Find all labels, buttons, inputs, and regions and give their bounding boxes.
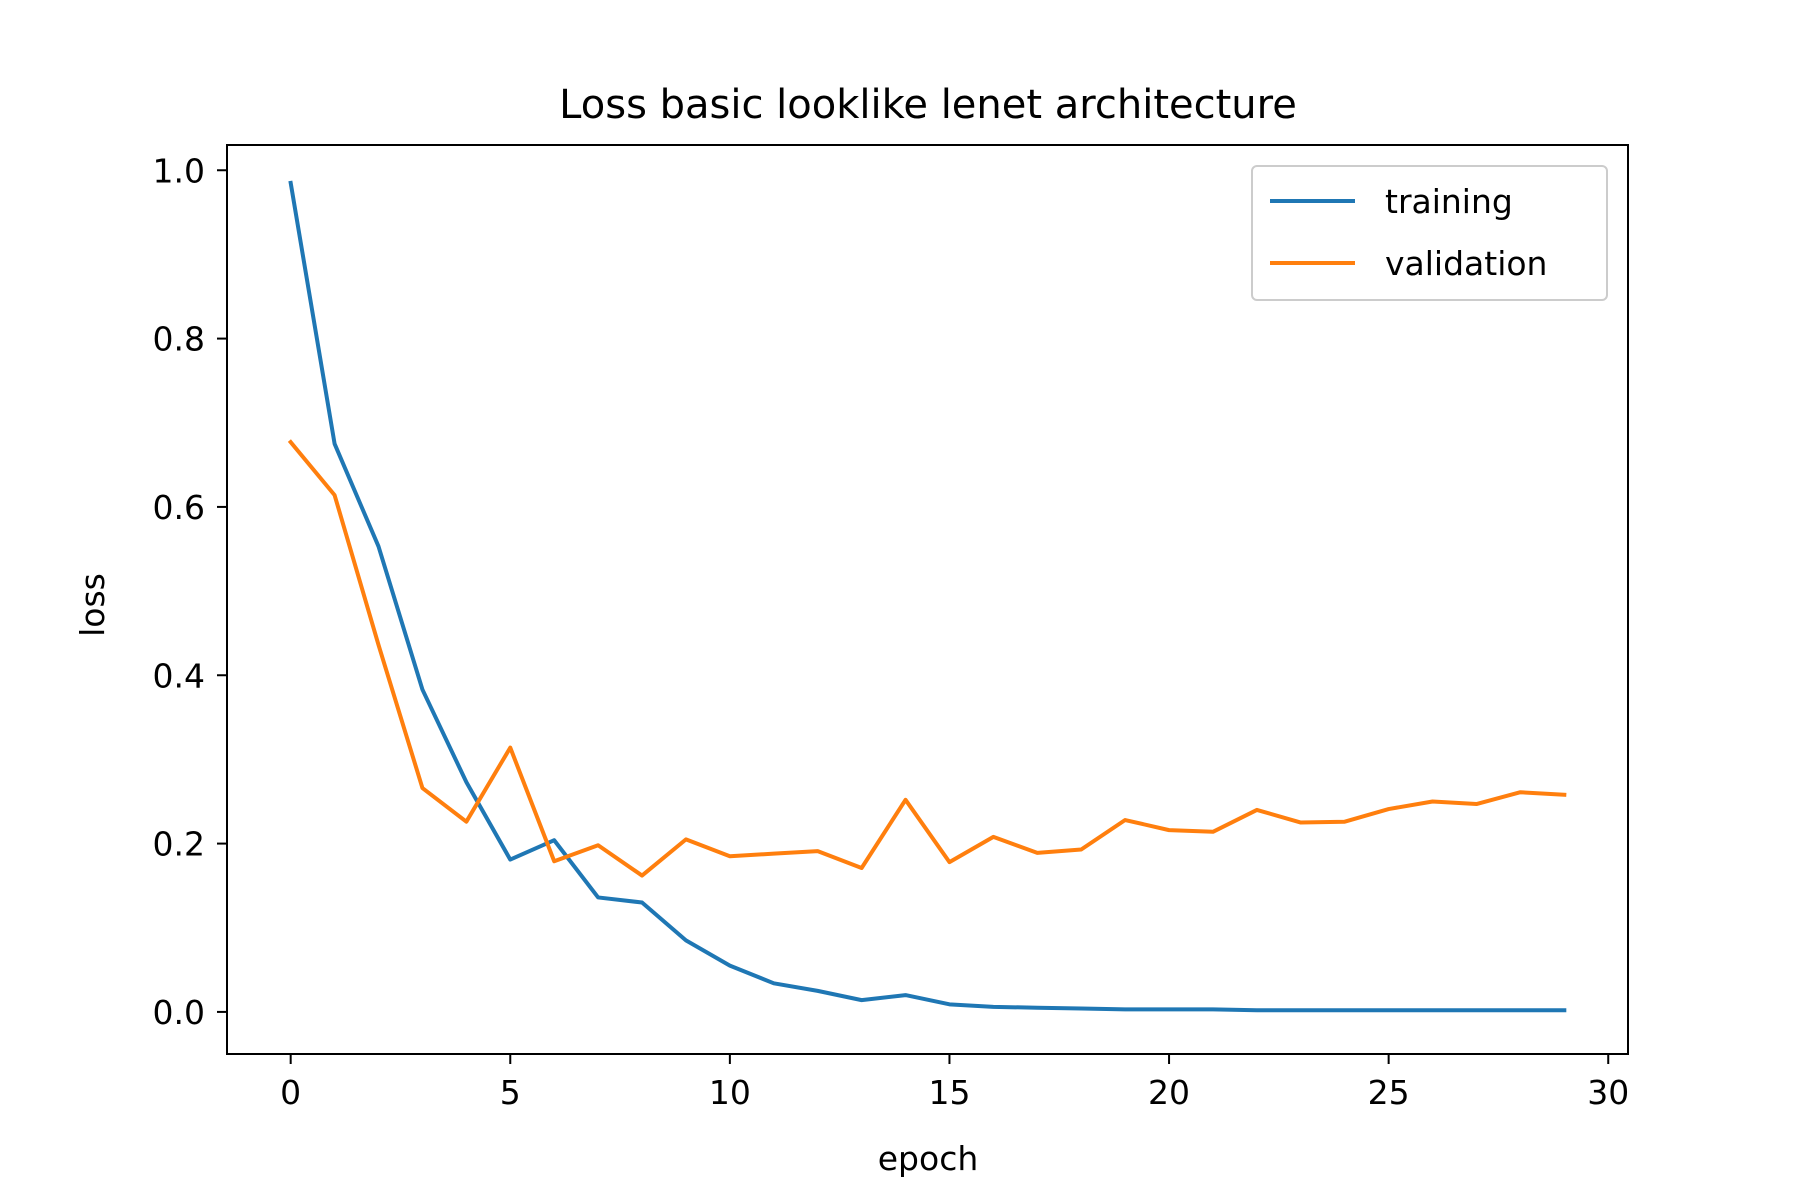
x-tick-label: 30 [1587,1073,1629,1112]
y-tick-label: 0.4 [153,656,205,695]
legend-label-validation: validation [1385,244,1547,283]
legend: training validation [1251,165,1608,301]
chart-title: Loss basic looklike lenet architecture [559,82,1297,128]
x-tick-label: 20 [1148,1073,1190,1112]
axes-frame [226,144,1629,1055]
y-tick-label: 1.0 [153,151,205,190]
series-line-training [288,180,1567,1013]
legend-label-training: training [1385,182,1513,221]
x-tick-label: 10 [709,1073,751,1112]
series-line-validation [287,439,1567,878]
plot-area: 0 5 10 15 20 25 30 0.0 0.2 0.4 0.6 0.8 1.0 [153,144,1629,1112]
y-tick-label: 0.6 [153,488,205,527]
y-axis-label: loss [73,573,112,637]
y-tick-label: 0.2 [153,825,205,864]
x-tick-label: 25 [1368,1073,1410,1112]
y-tick-label: 0.8 [153,320,205,359]
x-tick-label: 15 [928,1073,970,1112]
x-tick-label: 0 [280,1073,301,1112]
y-tick-label: 0.0 [153,993,205,1032]
x-tick-label: 5 [500,1073,521,1112]
x-axis-label: epoch [878,1139,979,1178]
